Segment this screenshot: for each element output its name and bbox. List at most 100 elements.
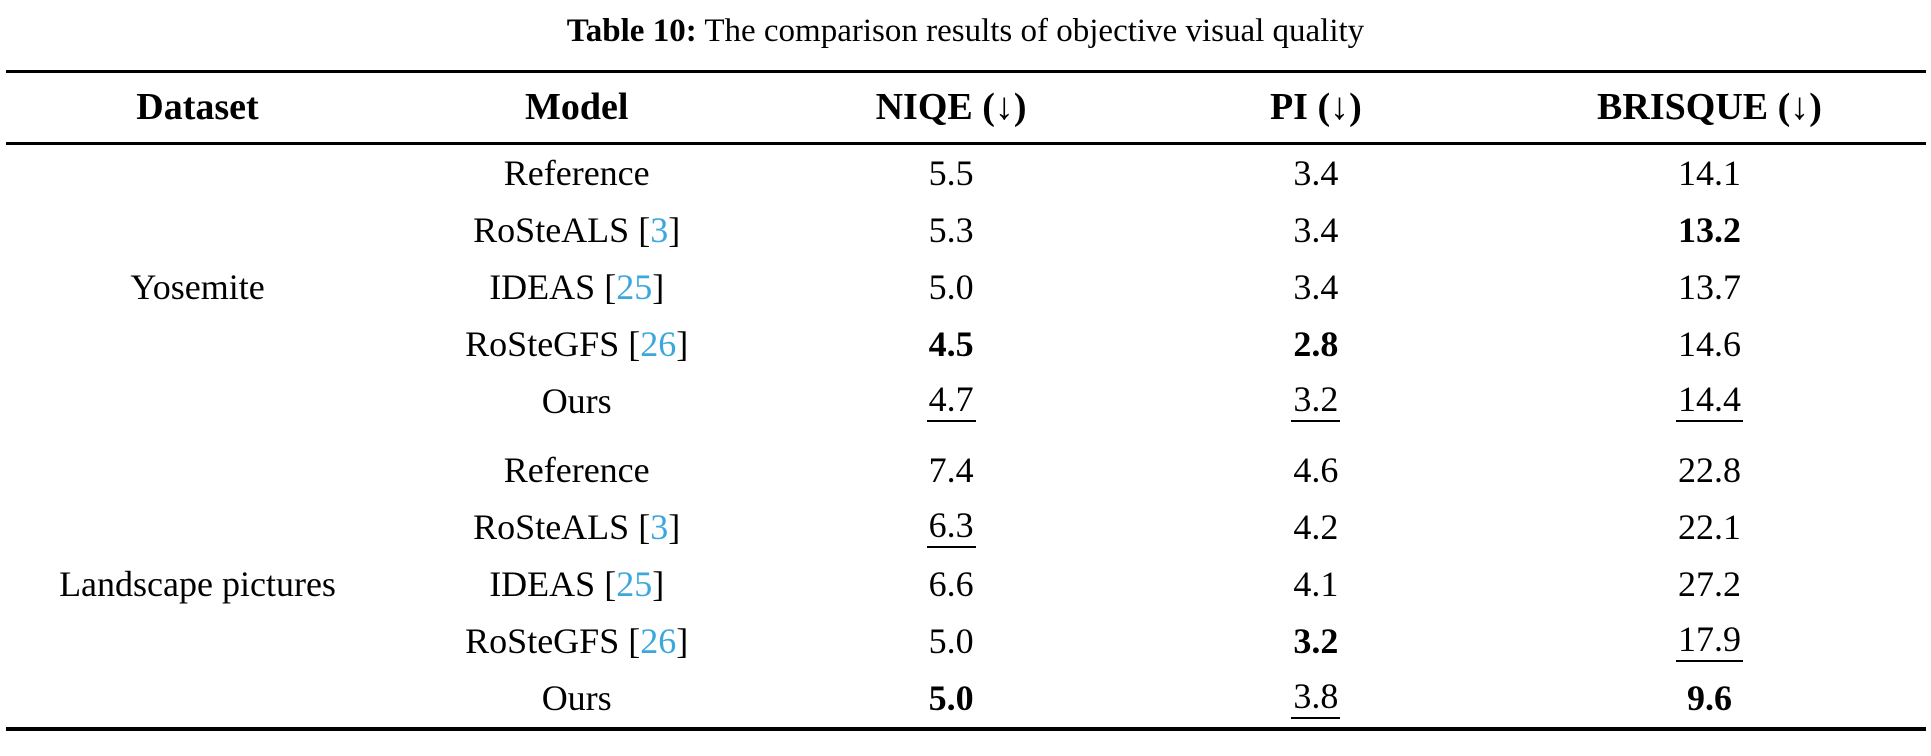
cite-bracket-close: ] xyxy=(676,621,689,662)
table-row: Landscape pictures Reference 7.4 4.6 22.… xyxy=(6,430,1926,602)
metric-value: 5.0 xyxy=(928,678,974,719)
brisque-cell: 14.4 xyxy=(1493,373,1925,430)
column-header-pi: PI (↓) xyxy=(1138,71,1494,145)
metric-value: 7.4 xyxy=(928,450,974,491)
brisque-cell: 27.2 xyxy=(1493,556,1925,613)
cite-bracket-open: [ xyxy=(595,267,617,308)
table-row: IDEAS [25] 6.6 4.1 27.2 xyxy=(6,556,1926,613)
pi-cell: 4.6 xyxy=(1138,430,1493,499)
cite-bracket-close: ] xyxy=(668,507,681,548)
metric-value: 3.8 xyxy=(1291,678,1341,719)
metric-value: 14.1 xyxy=(1677,153,1741,194)
model-name: Reference xyxy=(503,153,650,194)
niqe-cell: 5.0 xyxy=(764,259,1138,316)
model-name: IDEAS xyxy=(489,267,596,308)
model-name: Reference xyxy=(503,450,650,491)
metric-value: 5.5 xyxy=(928,153,974,194)
pi-cell: 4.1 xyxy=(1138,556,1493,613)
table-caption: Table 10: The comparison results of obje… xyxy=(0,0,1931,52)
cite-bracket-open: [ xyxy=(629,210,651,251)
metric-value: 3.4 xyxy=(1293,153,1339,194)
table-row: Ours 5.0 3.8 9.6 xyxy=(6,670,1926,729)
cite-bracket-close: ] xyxy=(652,564,665,605)
metric-value: 5.0 xyxy=(928,267,974,308)
table-row: Yosemite Reference 5.5 3.4 14.1 xyxy=(6,143,1926,305)
niqe-cell: 6.3 xyxy=(764,499,1138,556)
metric-value: 3.4 xyxy=(1293,267,1339,308)
table-row: RoSteALS [3] 5.3 3.4 13.2 xyxy=(6,202,1926,259)
metric-value: 5.0 xyxy=(928,621,974,662)
citation-link[interactable]: 3 xyxy=(650,210,669,251)
citation-link[interactable]: 25 xyxy=(616,564,653,605)
metric-value: 22.1 xyxy=(1677,507,1741,548)
niqe-cell: 4.5 xyxy=(764,316,1138,373)
metric-value: 14.4 xyxy=(1675,381,1743,422)
brisque-cell: 13.7 xyxy=(1493,259,1925,316)
cite-bracket-open: [ xyxy=(595,564,617,605)
table-row: RoSteGFS [26] 4.5 2.8 14.6 xyxy=(6,316,1926,373)
table-row: RoSteGFS [26] 5.0 3.2 17.9 xyxy=(6,613,1926,670)
pi-cell: 3.4 xyxy=(1138,143,1493,202)
table-row: IDEAS [25] 5.0 3.4 13.7 xyxy=(6,259,1926,316)
brisque-cell: 14.1 xyxy=(1493,143,1925,202)
model-name: IDEAS xyxy=(489,564,596,605)
pi-cell: 3.2 xyxy=(1138,373,1493,430)
citation-link[interactable]: 26 xyxy=(640,621,677,662)
metric-value: 4.2 xyxy=(1293,507,1339,548)
column-header-model: Model xyxy=(389,71,764,145)
citation-link[interactable]: 3 xyxy=(650,507,669,548)
citation-link[interactable]: 26 xyxy=(640,324,677,365)
metric-value: 14.6 xyxy=(1677,324,1741,365)
metric-value: 5.3 xyxy=(928,210,974,251)
metric-value: 13.7 xyxy=(1677,267,1741,308)
brisque-cell: 17.9 xyxy=(1493,613,1925,670)
metric-value: 13.2 xyxy=(1677,210,1741,251)
model-cell: Ours xyxy=(390,373,764,430)
cite-bracket-close: ] xyxy=(668,210,681,251)
table-row: Ours 4.7 3.2 14.4 xyxy=(6,373,1926,430)
brisque-cell: 14.6 xyxy=(1493,316,1925,373)
model-cell: RoSteGFS [26] xyxy=(390,316,764,373)
model-cell: Ours xyxy=(390,670,764,729)
cite-bracket-open: [ xyxy=(629,507,651,548)
table-caption-text: The comparison results of objective visu… xyxy=(696,13,1365,49)
niqe-cell: 5.5 xyxy=(764,143,1138,202)
cite-bracket-close: ] xyxy=(652,267,665,308)
metric-value: 9.6 xyxy=(1686,678,1732,719)
metric-value: 3.2 xyxy=(1293,621,1339,662)
metric-value: 4.1 xyxy=(1293,564,1339,605)
pi-cell: 3.2 xyxy=(1138,613,1493,670)
column-header-niqe: NIQE (↓) xyxy=(763,71,1139,145)
brisque-cell: 9.6 xyxy=(1493,670,1925,729)
model-cell: IDEAS [25] xyxy=(390,556,764,613)
column-header-dataset: Dataset xyxy=(5,71,390,145)
model-name: RoSteGFS xyxy=(465,324,620,365)
pi-cell: 2.8 xyxy=(1138,316,1493,373)
metric-value: 4.7 xyxy=(926,381,976,422)
header-row: Dataset Model NIQE (↓) PI (↓) BRISQUE (↓… xyxy=(5,71,1926,145)
model-cell: RoSteALS [3] xyxy=(390,499,764,556)
niqe-cell: 5.0 xyxy=(764,670,1138,729)
metric-value: 6.3 xyxy=(926,507,976,548)
metric-value: 4.6 xyxy=(1293,450,1339,491)
citation-link[interactable]: 25 xyxy=(616,267,653,308)
niqe-cell: 5.0 xyxy=(764,613,1138,670)
model-name: RoSteALS xyxy=(473,507,630,548)
brisque-cell: 22.1 xyxy=(1493,499,1925,556)
metric-value: 6.6 xyxy=(928,564,974,605)
model-name: RoSteALS xyxy=(473,210,630,251)
column-header-brisque: BRISQUE (↓) xyxy=(1493,71,1926,145)
metric-value: 17.9 xyxy=(1675,621,1743,662)
model-cell: Reference xyxy=(390,143,764,202)
cite-bracket-open: [ xyxy=(619,621,641,662)
dataset-cell-yosemite: Yosemite xyxy=(130,267,265,308)
table-row: RoSteALS [3] 6.3 4.2 22.1 xyxy=(6,499,1926,556)
model-cell: Reference xyxy=(390,430,764,499)
cite-bracket-open: [ xyxy=(619,324,641,365)
results-table: Dataset Model NIQE (↓) PI (↓) BRISQUE (↓… xyxy=(5,69,1926,731)
cite-bracket-close: ] xyxy=(676,324,689,365)
brisque-cell: 22.8 xyxy=(1493,430,1925,499)
metric-value: 2.8 xyxy=(1293,324,1339,365)
brisque-cell: 13.2 xyxy=(1493,202,1925,259)
pi-cell: 3.8 xyxy=(1138,670,1493,729)
